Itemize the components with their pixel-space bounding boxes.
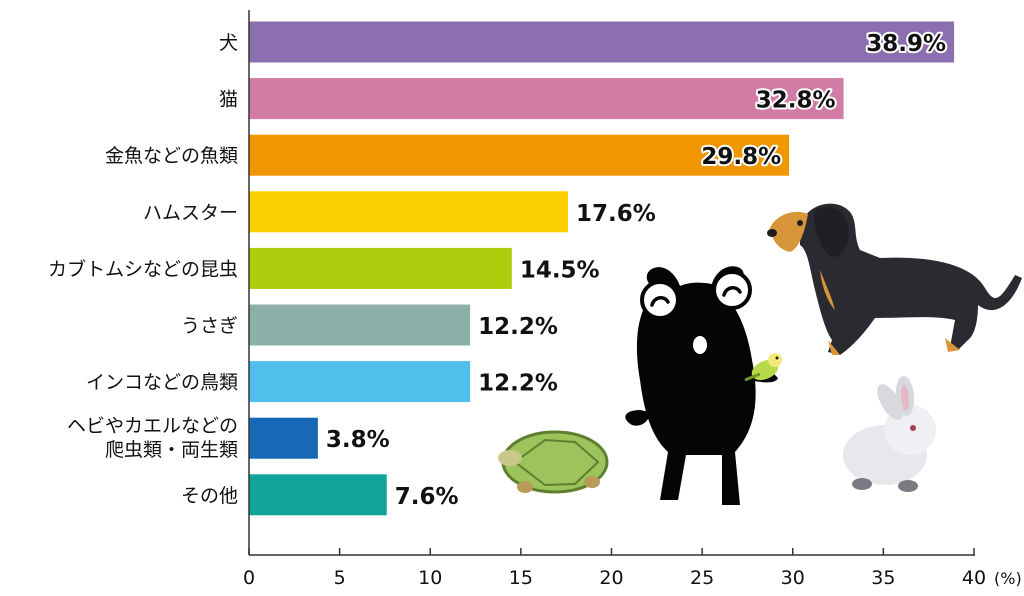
- value-label-2: 29.8%: [701, 144, 781, 170]
- value-label-3: 17.6%: [576, 201, 656, 227]
- bar-7: [249, 417, 318, 459]
- value-label-0: 38.9%: [866, 31, 946, 57]
- value-label-7: 3.8%: [326, 427, 390, 453]
- bar-5: [249, 304, 471, 346]
- x-tick-label-3: 15: [509, 567, 533, 589]
- value-label-4: 14.5%: [520, 257, 600, 283]
- category-labels-layer: 犬猫金魚などの魚類ハムスターカブトムシなどの昆虫うさぎインコなどの鳥類ヘビやカエ…: [48, 32, 238, 507]
- bar-8: [249, 474, 387, 516]
- rabbit-illustration: [843, 376, 936, 492]
- x-tick-label-7: 35: [871, 567, 895, 589]
- value-label-8: 7.6%: [395, 484, 459, 510]
- x-tick-label-8: 40: [962, 567, 986, 589]
- category-label-4: カブトムシなどの昆虫: [48, 257, 238, 280]
- x-tick-label-6: 30: [781, 567, 805, 589]
- x-tick-label-4: 20: [599, 567, 623, 589]
- category-label-7: ヘビやカエルなどの爬虫類・両生類: [67, 415, 238, 461]
- category-label-5: うさぎ: [181, 315, 238, 337]
- category-label-1: 猫: [219, 89, 238, 111]
- x-axis-unit: (%): [994, 569, 1022, 588]
- value-label-1: 32.8%: [756, 88, 836, 114]
- dachshund-dog-illustration: [767, 203, 1022, 355]
- category-label-0: 犬: [219, 32, 238, 54]
- bar-1: [249, 78, 844, 120]
- category-label-3: ハムスター: [143, 202, 238, 224]
- x-tick-label-0: 0: [243, 567, 255, 589]
- x-tick-label-5: 25: [690, 567, 714, 589]
- bar-4: [249, 247, 512, 289]
- bar-3: [249, 191, 568, 233]
- bar-6: [249, 361, 471, 403]
- x-ticks-layer: 0 5 10 15 20 25 30 35 40 (%): [243, 548, 1022, 589]
- value-label-5: 12.2%: [478, 314, 558, 340]
- value-labels-layer: 38.9% 32.8% 29.8% 17.6% 14.5% 12.2% 12.2% 3.8% 7…: [326, 29, 948, 510]
- category-label-6: インコなどの鳥類: [86, 372, 238, 394]
- turtle-illustration: [498, 430, 609, 494]
- bar-0: [249, 21, 955, 63]
- x-tick-label-1: 5: [334, 567, 346, 589]
- bar-2: [249, 134, 790, 176]
- value-label-6: 12.2%: [478, 371, 558, 397]
- category-label-8: その他: [181, 485, 238, 507]
- frog-character-illustration: [625, 266, 778, 505]
- x-tick-label-2: 10: [418, 567, 442, 589]
- bars-layer: [249, 21, 955, 516]
- budgie-bird-illustration: [744, 353, 782, 382]
- category-label-2: 金魚などの魚類: [105, 145, 238, 167]
